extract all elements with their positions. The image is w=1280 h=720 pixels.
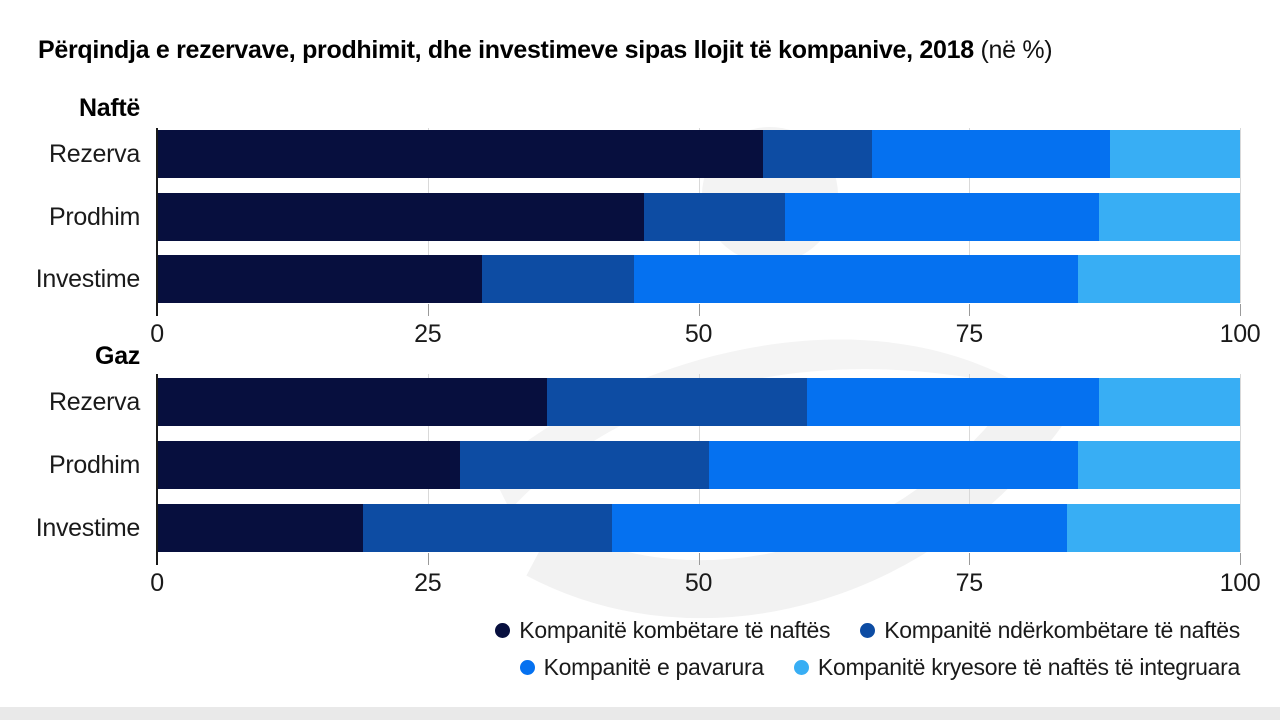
tick-mark-50 — [698, 304, 700, 316]
group-label-naftë: Naftë — [78, 94, 140, 122]
legend-row-2: Kompanitë e pavarura Kompanitë kryesore t… — [519, 654, 1240, 681]
bar-segment — [709, 441, 1078, 489]
bar-segment — [871, 130, 1111, 178]
row-label-prodhim: Prodhim — [49, 451, 140, 479]
tick-label-0: 0 — [150, 569, 164, 597]
group-label-gaz: Gaz — [95, 342, 140, 370]
legend-item-2: Kompanitë ndërkombëtare të naftës — [860, 617, 1240, 644]
bar-segment — [546, 378, 807, 426]
tick-mark-75 — [969, 304, 971, 316]
bar-segment — [157, 378, 547, 426]
bar-segment — [1099, 193, 1240, 241]
legend-dot-icon — [793, 660, 809, 675]
tick-mark-75 — [969, 553, 971, 565]
bar-segment — [644, 193, 786, 241]
y-axis-line — [156, 374, 158, 565]
tick-label-75: 75 — [955, 569, 984, 597]
bar-segment — [785, 193, 1100, 241]
bar-segment — [460, 441, 710, 489]
tick-mark-25 — [427, 553, 429, 565]
tick-label-50: 50 — [684, 320, 713, 348]
tick-mark-100 — [1240, 304, 1241, 316]
tick-label-25: 25 — [414, 569, 442, 597]
tick-label-25: 25 — [414, 320, 442, 348]
row-label-rezerva: Rezerva — [49, 388, 140, 416]
bar-gaz-prodhim — [157, 441, 1240, 489]
legend-label: Kompanitë ndërkombëtare të naftës — [884, 617, 1240, 643]
legend-label: Kompanitë e pavarura — [543, 654, 765, 680]
bar-gaz-investime — [157, 504, 1240, 552]
tick-mark-50 — [698, 553, 700, 565]
tick-label-75: 75 — [955, 320, 984, 348]
bar-segment — [1066, 504, 1240, 552]
row-label-investime: Investime — [35, 514, 141, 542]
tick-label-50: 50 — [684, 569, 713, 597]
chart-title: Përqindja e rezervave, prodhimit, dhe in… — [38, 36, 1053, 65]
legend-item-4: Kompanitë kryesore të naftës të integrua… — [793, 654, 1240, 681]
bar-segment — [157, 504, 363, 552]
tick-mark-100 — [1240, 553, 1241, 565]
tick-label-100: 100 — [1219, 569, 1261, 597]
bar-segment — [157, 130, 764, 178]
legend-label: Kompanitë kryesore të naftës të integrua… — [817, 654, 1240, 680]
legend-dot-icon — [519, 660, 535, 675]
bar-segment — [157, 441, 461, 489]
bar-naftë-prodhim — [157, 193, 1240, 241]
legend-dot-icon — [860, 623, 876, 638]
y-axis-line — [156, 128, 158, 316]
bar-segment — [157, 255, 482, 303]
bar-naftë-rezerva — [157, 130, 1240, 178]
row-label-prodhim: Prodhim — [49, 203, 140, 231]
tick-label-100: 100 — [1219, 320, 1261, 348]
bar-naftë-investime — [157, 255, 1240, 303]
chart-title-units: (në %) — [980, 36, 1053, 64]
chart-title-main: Përqindja e rezervave, prodhimit, dhe in… — [38, 36, 974, 64]
bar-segment — [611, 504, 1067, 552]
bar-segment — [1077, 441, 1240, 489]
gridline-100 — [1240, 374, 1241, 552]
bar-segment — [1110, 130, 1240, 178]
bar-gaz-rezerva — [157, 378, 1240, 426]
legend-row-1: Kompanitë kombëtare të naftës Kompanitë n… — [495, 617, 1240, 644]
bar-segment — [763, 130, 872, 178]
tick-mark-25 — [427, 304, 429, 316]
bar-segment — [1077, 255, 1240, 303]
legend-dot-icon — [495, 623, 511, 638]
bar-segment — [481, 255, 634, 303]
bar-segment — [633, 255, 1078, 303]
bar-segment — [806, 378, 1100, 426]
bar-segment — [362, 504, 612, 552]
tick-label-0: 0 — [150, 320, 164, 348]
legend-item-1: Kompanitë kombëtare të naftës — [495, 617, 831, 644]
row-label-rezerva: Rezerva — [49, 140, 140, 168]
bar-segment — [157, 193, 645, 241]
bottom-strip — [0, 707, 1280, 720]
legend-label: Kompanitë kombëtare të naftës — [519, 617, 831, 643]
legend-item-3: Kompanitë e pavarura — [519, 654, 765, 681]
row-label-investime: Investime — [35, 265, 141, 293]
gridline-100 — [1240, 128, 1241, 303]
bar-segment — [1099, 378, 1240, 426]
